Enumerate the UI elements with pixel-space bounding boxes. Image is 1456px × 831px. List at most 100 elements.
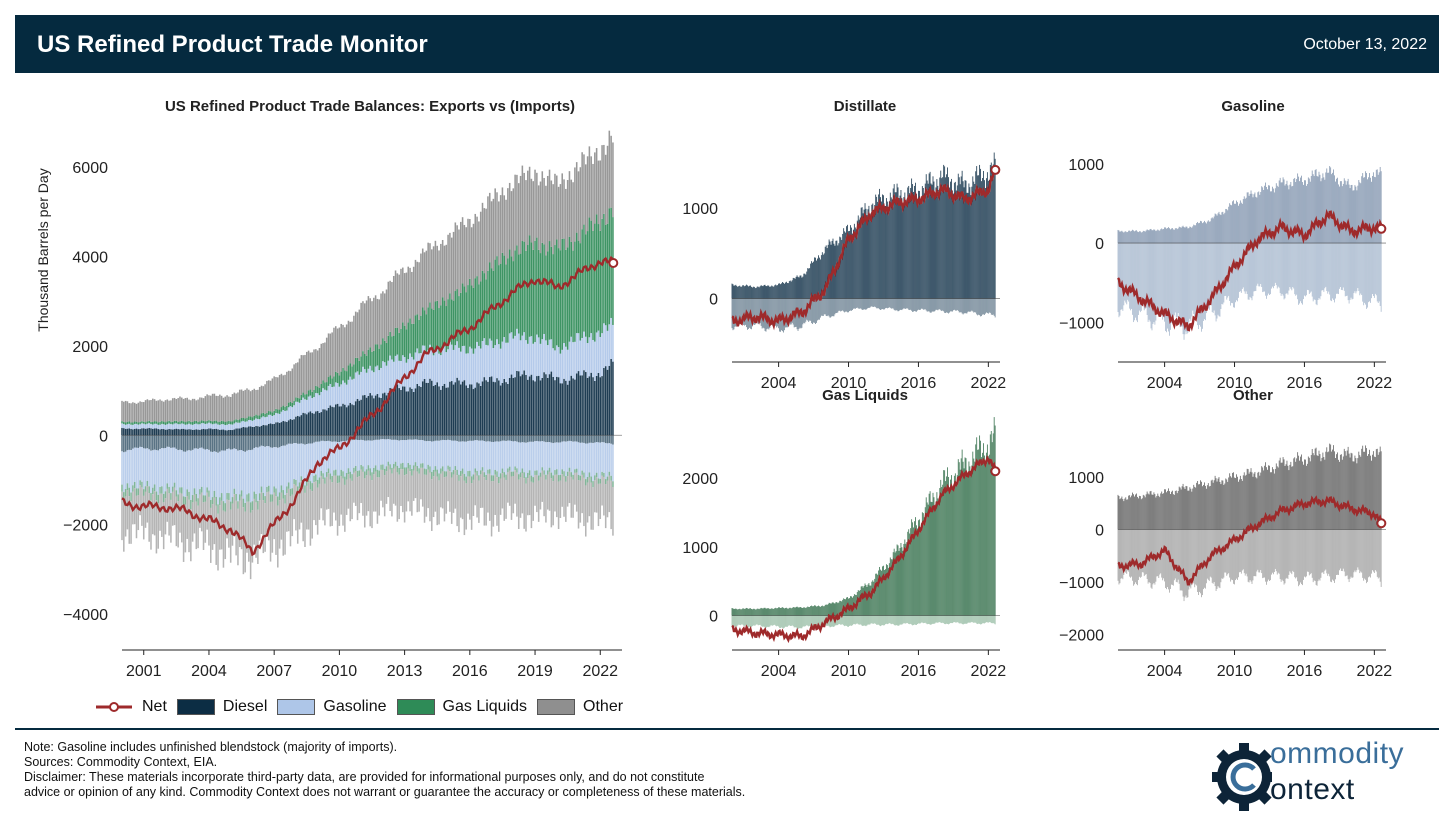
gas-liquids-import-bar: [984, 615, 985, 624]
main-export-bar: [570, 241, 573, 337]
gas-liquids-import-bar: [918, 615, 920, 624]
main-import-bar: [503, 440, 506, 473]
main-import-bar: [490, 441, 493, 476]
main-export-bar: [224, 430, 227, 436]
main-import-bar: [373, 474, 375, 512]
gas-liquids-export-bar: [877, 574, 879, 616]
gas-liquids-import-bar: [869, 615, 871, 625]
main-import-bar: [130, 435, 132, 451]
main-export-bar: [327, 333, 330, 378]
gasoline-import-bar: [1147, 243, 1149, 322]
main-import-bar: [517, 474, 520, 480]
main-import-bar: [208, 435, 210, 450]
main-export-bar: [548, 339, 551, 375]
main-import-bar: [182, 451, 185, 497]
other-export-bar: [1138, 495, 1140, 530]
other-import-bar: [1259, 529, 1261, 573]
other-import-bar: [1234, 529, 1235, 585]
gasoline-import-bar: [1253, 243, 1255, 292]
main-export-bar: [436, 300, 438, 348]
distillate-export-bar: [862, 213, 864, 299]
distillate-import-bar: [987, 298, 989, 314]
main-export-bar: [610, 317, 612, 359]
main-export-bar: [449, 381, 451, 436]
gasoline-export-bar: [1303, 184, 1304, 244]
gasoline-import-bar: [1232, 243, 1233, 304]
main-import-bar: [219, 451, 221, 498]
gas-liquids-import-bar: [855, 615, 857, 624]
gas-liquids-import-bar: [948, 615, 949, 625]
main-export-bar: [284, 374, 286, 407]
other-import-bar: [1291, 529, 1293, 575]
distillate-export-bar: [911, 178, 913, 299]
other-import-bar: [1343, 529, 1345, 572]
other-export-bar: [1161, 491, 1163, 530]
gas-liquids-import-bar: [986, 615, 988, 623]
main-import-bar: [412, 439, 415, 466]
distillate-export-bar: [735, 284, 737, 299]
gasoline-export-bar: [1137, 231, 1138, 244]
main-import-bar: [434, 471, 437, 512]
gas-liquids-export-bar: [951, 475, 952, 616]
other-import-bar: [1186, 529, 1188, 598]
gas-liquids-export-bar: [755, 609, 757, 616]
gasoline-import-bar: [1255, 243, 1257, 291]
main-export-bar: [181, 397, 183, 421]
gasoline-export-bar: [1176, 229, 1178, 244]
main-export-bar: [171, 429, 174, 436]
main-import-bar: [382, 469, 384, 508]
distillate-import-bar: [957, 298, 959, 311]
distillate-import-bar: [817, 298, 818, 321]
main-export-bar: [344, 370, 346, 383]
main-export-bar: [164, 422, 167, 425]
main-import-bar: [277, 435, 279, 448]
other-export-bar: [1194, 486, 1196, 530]
main-export-bar: [557, 377, 560, 436]
main-export-bar: [217, 421, 219, 425]
gas-liquids-import-bar: [931, 615, 933, 625]
main-import-bar: [575, 468, 578, 473]
page-title: US Refined Product Trade Monitor: [37, 31, 428, 58]
distillate-import-bar: [985, 298, 987, 313]
gas-liquids-export-bar: [964, 457, 966, 616]
main-import-bar: [338, 442, 341, 476]
main-import-bar: [387, 439, 390, 462]
other-import-bar: [1145, 529, 1147, 575]
main-export-bar: [291, 407, 294, 420]
gas-liquids-x-tick-label: 2016: [901, 663, 937, 680]
gas-liquids-import-bar: [964, 615, 966, 624]
distillate-import-bar: [819, 298, 821, 318]
gasoline-x-tick-label: 2016: [1287, 375, 1323, 392]
main-import-bar: [487, 441, 489, 470]
distillate-export-bar: [898, 198, 900, 299]
distillate-export-bar: [863, 209, 865, 299]
gas-liquids-import-bar: [856, 615, 858, 624]
gas-liquids-import-bar: [845, 615, 847, 626]
other-import-bar: [1354, 529, 1356, 571]
main-import-bar: [197, 448, 199, 499]
distillate-export-bar: [810, 263, 812, 299]
distillate-export-bar: [768, 285, 770, 299]
gasoline-export-bar: [1231, 205, 1233, 244]
main-import-bar: [579, 442, 582, 476]
other-import-bar: [1168, 529, 1169, 590]
distillate-export-bar: [776, 285, 778, 299]
other-import-bar: [1217, 529, 1219, 587]
other-x-tick-label: 2022: [1357, 663, 1393, 680]
main-export-bar: [280, 407, 283, 412]
main-import-bar: [612, 481, 614, 487]
gasoline-import-bar: [1201, 243, 1202, 332]
gasoline-export-bar: [1307, 177, 1309, 244]
main-export-bar: [217, 424, 219, 430]
main-import-bar: [371, 472, 373, 481]
gasoline-export-bar: [1159, 230, 1161, 244]
main-export-bar: [539, 253, 542, 344]
main-import-bar: [208, 490, 210, 497]
gasoline-export-bar: [1339, 181, 1341, 244]
gas-liquids-import-bar: [927, 615, 929, 624]
gasoline-import-bar: [1171, 243, 1173, 324]
other-export-bar: [1206, 485, 1208, 530]
distillate-import-bar: [837, 298, 839, 313]
main-export-bar: [458, 380, 460, 436]
distillate-export-bar: [773, 286, 775, 299]
